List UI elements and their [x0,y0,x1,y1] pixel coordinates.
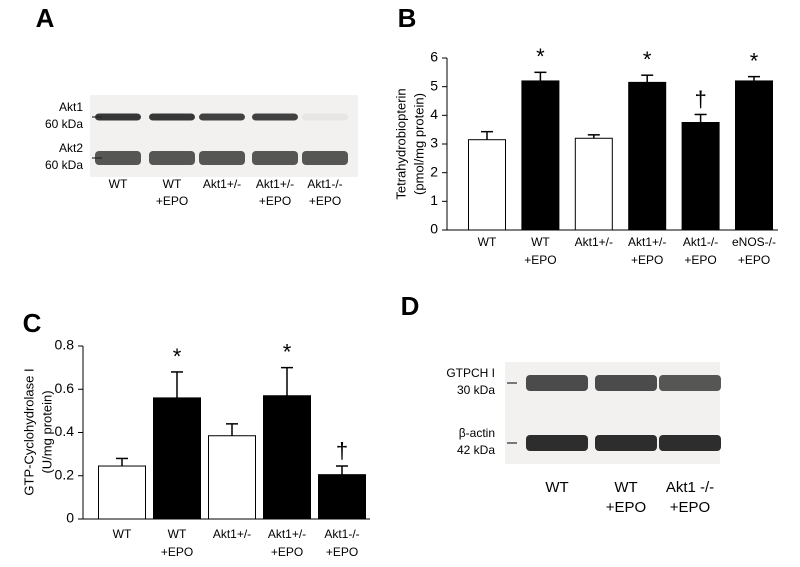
band-label: 60 kDa [45,117,83,131]
x-tick-label: +EPO [326,545,358,559]
band-label: Akt1 [59,100,83,114]
y-axis-label: (U/mg protein) [39,390,54,473]
band [526,435,588,451]
band [149,113,195,121]
x-tick-label: WT [531,235,550,249]
bar [98,465,146,520]
significance-mark: * [283,339,292,364]
x-tick-label: +EPO [161,545,193,559]
y-axis-label: (pmol/mg protein) [411,93,426,195]
band [595,435,657,451]
lane-label: WT [163,177,182,191]
y-tick-label: 5 [430,77,438,93]
y-axis-label: Tetrahydrobiopterin [393,88,408,199]
bar [263,395,311,520]
significance-mark: * [750,48,759,73]
bar [521,80,560,231]
lane-label: +EPO [670,499,710,516]
x-tick-label: eNOS-/- [732,235,776,249]
significance-mark: * [536,44,545,69]
y-tick-label: 0.2 [55,466,75,482]
y-tick-label: 0.6 [55,380,75,396]
lane-label: WT [614,479,637,496]
y-tick-label: 0 [430,221,438,237]
band [95,151,141,165]
band [659,375,721,391]
band-label: β-actin [459,426,495,440]
significance-mark: * [643,47,652,72]
band-label: 42 kDa [457,443,495,457]
band [95,113,141,121]
band-label: 60 kDa [45,158,83,172]
x-tick-label: +EPO [524,253,556,267]
lane-label: Akt1 -/- [666,479,714,496]
lane-label: Akt1+/- [256,177,294,191]
panel-label: D [401,291,420,321]
x-tick-label: WT [168,527,187,541]
x-tick-label: WT [113,527,132,541]
band [302,151,348,165]
lane-label: +EPO [259,194,291,208]
bar [735,80,773,231]
band [659,435,721,451]
x-tick-label: Akt1+/- [213,527,251,541]
y-tick-label: 1 [430,192,438,208]
lane-label: +EPO [309,194,341,208]
y-tick-label: 3 [430,135,438,151]
y-tick-label: 0.4 [55,423,75,439]
x-tick-label: Akt1+/- [575,235,613,249]
bar [153,397,201,520]
y-tick-label: 4 [430,106,438,122]
band-label: GTPCH I [446,366,495,380]
x-tick-label: +EPO [738,253,770,267]
x-tick-label: Akt1-/- [683,235,718,249]
band-label: 30 kDa [457,383,495,397]
band [149,151,195,165]
band [302,113,348,121]
band [526,375,588,391]
lane-label: +EPO [156,194,188,208]
y-tick-label: 2 [430,163,438,179]
panel-label: C [23,308,42,338]
y-tick-label: 0.8 [55,337,75,353]
bar [318,474,366,520]
x-tick-label: Akt1+/- [628,235,666,249]
panel-label: A [36,3,55,33]
bar [574,137,613,231]
significance-mark: * [173,344,182,369]
x-tick-label: +EPO [684,253,716,267]
band [252,113,298,121]
lane-label: WT [109,177,128,191]
lane-label: +EPO [606,499,646,516]
band [199,151,245,165]
bar [208,435,256,520]
y-tick-label: 0 [66,510,74,526]
lane-label: Akt1-/- [307,177,342,191]
bar [468,139,506,231]
significance-mark: † [694,86,706,111]
band [199,113,245,121]
y-tick-label: 6 [430,49,438,65]
x-tick-label: Akt1-/- [324,527,359,541]
x-tick-label: WT [478,235,497,249]
band [252,151,298,165]
panel-label: B [398,3,417,33]
lane-label: WT [545,479,568,496]
band-label: Akt2 [59,141,83,155]
x-tick-label: +EPO [271,545,303,559]
significance-mark: † [336,438,348,463]
y-axis-label: GTP-Cyclohydrolase I [21,368,36,495]
bar [681,122,720,231]
bar [628,81,667,231]
x-tick-label: +EPO [631,253,663,267]
lane-label: Akt1+/- [203,177,241,191]
x-tick-label: Akt1+/- [268,527,306,541]
band [595,375,657,391]
